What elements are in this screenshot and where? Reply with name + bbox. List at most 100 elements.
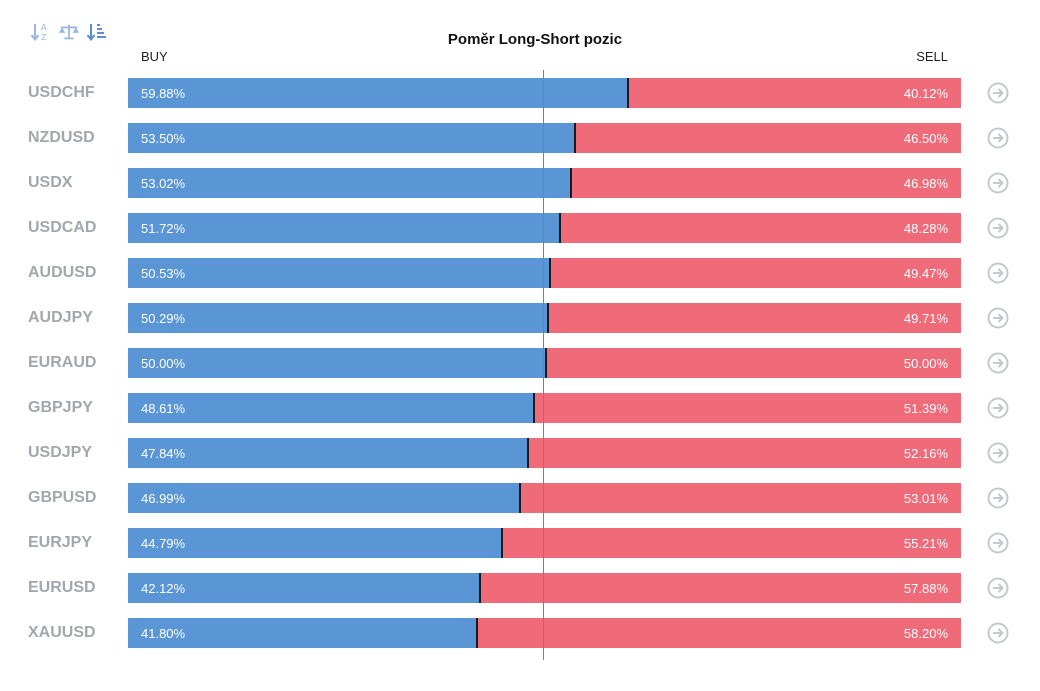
buy-percent-label: 53.02%: [141, 176, 186, 191]
ratio-bar[interactable]: 59.88% 40.12%: [128, 78, 961, 108]
bar-divider: [626, 78, 629, 108]
symbol-label[interactable]: USDCAD: [28, 219, 97, 236]
buy-percent-label: 53.50%: [141, 131, 186, 146]
sell-bar: 57.88%: [480, 573, 961, 603]
ratio-bar[interactable]: 53.02% 46.98%: [128, 168, 961, 198]
symbol-label[interactable]: EURAUD: [28, 354, 97, 371]
sell-bar: 58.20%: [478, 618, 961, 648]
ratio-bar[interactable]: 51.72% 48.28%: [128, 213, 961, 243]
balance-scale-icon[interactable]: [58, 20, 80, 44]
bar-divider: [532, 393, 535, 423]
arrow-right-circle-icon[interactable]: [987, 172, 1009, 194]
sell-percent-label: 48.28%: [903, 221, 948, 236]
ratio-bar[interactable]: 50.00% 50.00%: [128, 348, 961, 378]
bar-divider: [478, 573, 481, 603]
ratio-bar[interactable]: 46.99% 53.01%: [128, 483, 961, 513]
ratio-bar[interactable]: 42.12% 57.88%: [128, 573, 961, 603]
table-row: AUDJPY 50.29% 49.71%: [0, 303, 1040, 348]
buy-bar: 42.12%: [128, 573, 479, 603]
symbol-label[interactable]: NZDUSD: [28, 129, 95, 146]
sell-bar: 52.16%: [528, 438, 961, 468]
sentiment-rows: USDCHF 59.88% 40.12% NZDUSD 53.50% 46.50% USDX…: [0, 78, 1040, 663]
buy-bar: 59.88%: [128, 78, 627, 108]
buy-percent-label: 41.80%: [141, 626, 186, 641]
bar-divider: [573, 123, 576, 153]
ratio-bar[interactable]: 47.84% 52.16%: [128, 438, 961, 468]
sell-bar: 46.98%: [571, 168, 961, 198]
table-row: USDCHF 59.88% 40.12%: [0, 78, 1040, 123]
buy-bar: 50.00%: [128, 348, 545, 378]
buy-percent-label: 59.88%: [141, 86, 186, 101]
symbol-label[interactable]: USDCHF: [28, 84, 95, 101]
bar-divider: [519, 483, 522, 513]
sell-column-label: SELL: [916, 49, 948, 64]
svg-text:Z: Z: [41, 33, 47, 42]
ratio-bar[interactable]: 53.50% 46.50%: [128, 123, 961, 153]
arrow-right-circle-icon[interactable]: [987, 352, 1009, 374]
table-row: XAUUSD 41.80% 58.20%: [0, 618, 1040, 663]
bar-divider: [501, 528, 504, 558]
sell-percent-label: 40.12%: [903, 86, 948, 101]
symbol-label[interactable]: AUDJPY: [28, 309, 93, 326]
ratio-bar[interactable]: 44.79% 55.21%: [128, 528, 961, 558]
sell-percent-label: 55.21%: [903, 536, 948, 551]
sell-bar: 55.21%: [503, 528, 961, 558]
bar-divider: [569, 168, 572, 198]
table-row: USDJPY 47.84% 52.16%: [0, 438, 1040, 483]
buy-bar: 48.61%: [128, 393, 533, 423]
buy-percent-label: 50.00%: [141, 356, 186, 371]
arrow-right-circle-icon[interactable]: [987, 622, 1009, 644]
table-row: USDCAD 51.72% 48.28%: [0, 213, 1040, 258]
arrow-right-circle-icon[interactable]: [987, 442, 1009, 464]
ratio-bar[interactable]: 41.80% 58.20%: [128, 618, 961, 648]
buy-percent-label: 42.12%: [141, 581, 186, 596]
svg-text:A: A: [41, 23, 47, 32]
buy-bar: 41.80%: [128, 618, 477, 648]
arrow-right-circle-icon[interactable]: [987, 82, 1009, 104]
buy-percent-label: 44.79%: [141, 536, 186, 551]
sort-alpha-icon[interactable]: A Z: [30, 20, 52, 44]
sell-bar: 53.01%: [521, 483, 961, 513]
ratio-bar[interactable]: 50.29% 49.71%: [128, 303, 961, 333]
sell-bar: 49.71%: [548, 303, 961, 333]
buy-percent-label: 50.53%: [141, 266, 186, 281]
symbol-label[interactable]: AUDUSD: [28, 264, 97, 281]
arrow-right-circle-icon[interactable]: [987, 487, 1009, 509]
buy-bar: 50.29%: [128, 303, 547, 333]
arrow-right-circle-icon[interactable]: [987, 577, 1009, 599]
buy-bar: 50.53%: [128, 258, 549, 288]
sell-percent-label: 57.88%: [903, 581, 948, 596]
sell-bar: 51.39%: [534, 393, 961, 423]
arrow-right-circle-icon[interactable]: [987, 307, 1009, 329]
bar-divider: [546, 303, 549, 333]
arrow-right-circle-icon[interactable]: [987, 532, 1009, 554]
arrow-right-circle-icon[interactable]: [987, 217, 1009, 239]
symbol-label[interactable]: USDJPY: [28, 444, 93, 461]
table-row: EURJPY 44.79% 55.21%: [0, 528, 1040, 573]
sell-percent-label: 46.98%: [903, 176, 948, 191]
buy-percent-label: 47.84%: [141, 446, 186, 461]
symbol-label[interactable]: XAUUSD: [28, 624, 96, 641]
symbol-label[interactable]: GBPJPY: [28, 399, 93, 416]
ratio-bar[interactable]: 50.53% 49.47%: [128, 258, 961, 288]
sort-amount-icon[interactable]: [86, 20, 108, 44]
sell-percent-label: 53.01%: [903, 491, 948, 506]
sell-percent-label: 52.16%: [903, 446, 948, 461]
sell-bar: 49.47%: [550, 258, 961, 288]
toolbar: A Z: [30, 20, 108, 44]
symbol-label[interactable]: EURJPY: [28, 534, 93, 551]
symbol-label[interactable]: USDX: [28, 174, 73, 191]
bar-divider: [526, 438, 529, 468]
ratio-bar[interactable]: 48.61% 51.39%: [128, 393, 961, 423]
sell-percent-label: 58.20%: [903, 626, 948, 641]
table-row: NZDUSD 53.50% 46.50%: [0, 123, 1040, 168]
bar-divider: [548, 258, 551, 288]
arrow-right-circle-icon[interactable]: [987, 262, 1009, 284]
symbol-label[interactable]: EURUSD: [28, 579, 96, 596]
arrow-right-circle-icon[interactable]: [987, 397, 1009, 419]
symbol-label[interactable]: GBPUSD: [28, 489, 97, 506]
buy-bar: 46.99%: [128, 483, 520, 513]
arrow-right-circle-icon[interactable]: [987, 127, 1009, 149]
sell-bar: 40.12%: [628, 78, 961, 108]
buy-percent-label: 50.29%: [141, 311, 186, 326]
